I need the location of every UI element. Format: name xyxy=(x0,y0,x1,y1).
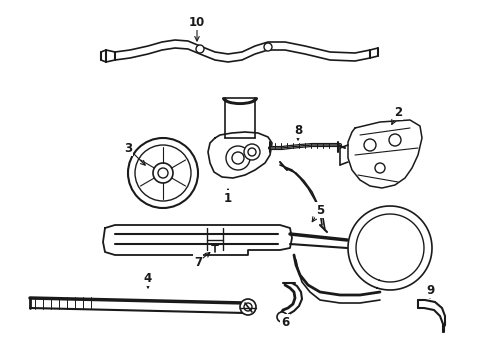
Circle shape xyxy=(153,163,173,183)
Text: 7: 7 xyxy=(194,256,202,269)
Circle shape xyxy=(375,163,385,173)
Circle shape xyxy=(226,146,250,170)
Text: 6: 6 xyxy=(281,315,289,328)
Text: 8: 8 xyxy=(294,123,302,136)
Text: 4: 4 xyxy=(144,271,152,284)
Text: 10: 10 xyxy=(189,15,205,28)
Text: 3: 3 xyxy=(124,141,132,154)
Circle shape xyxy=(248,148,256,156)
Circle shape xyxy=(264,43,272,51)
Circle shape xyxy=(389,134,401,146)
Text: 5: 5 xyxy=(316,203,324,216)
Circle shape xyxy=(240,299,256,315)
Circle shape xyxy=(244,303,252,311)
Text: 9: 9 xyxy=(426,284,434,297)
Circle shape xyxy=(135,145,191,201)
Circle shape xyxy=(232,152,244,164)
Circle shape xyxy=(196,45,204,53)
Circle shape xyxy=(244,144,260,160)
Circle shape xyxy=(158,168,168,178)
Circle shape xyxy=(364,139,376,151)
Circle shape xyxy=(277,312,287,322)
Text: 1: 1 xyxy=(224,192,232,204)
Text: 2: 2 xyxy=(394,105,402,118)
Circle shape xyxy=(128,138,198,208)
